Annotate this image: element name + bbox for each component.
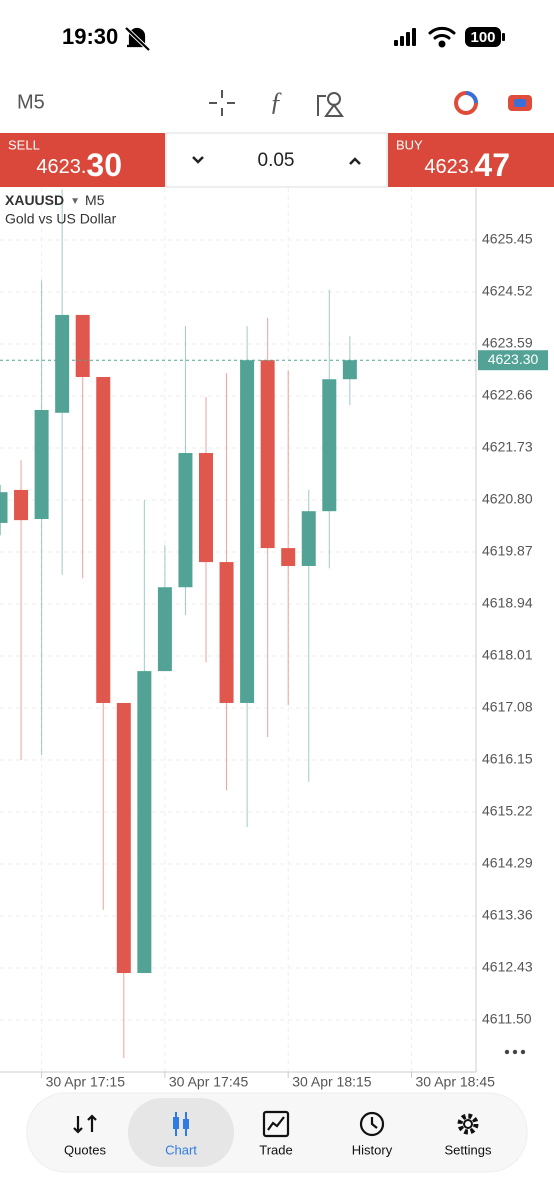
nav-bar [26,1092,528,1173]
objects-button[interactable] [317,92,344,117]
candles [0,189,357,1059]
x-tick-label: 30 Apr 18:15 [292,1074,372,1090]
buy-button[interactable] [388,133,554,187]
candle-body [240,360,255,703]
candle-body [178,453,193,588]
candle-body [157,587,172,672]
sell-label: SELL [8,137,40,152]
candle-body [342,360,357,380]
nav-label[interactable]: Settings [445,1142,492,1157]
y-tick-label: 4611.50 [482,1011,532,1027]
candle-body [0,492,8,523]
chart-timeframe: M5 [85,192,105,208]
candle-body [301,511,316,566]
chart-description: Gold vs US Dollar [5,211,117,227]
nav-icon[interactable] [73,1114,97,1134]
buy-label: BUY [396,137,423,152]
nav-items: Quotes Chart Trade History Settings [64,1098,492,1167]
symbol: XAUUSD [5,192,64,208]
candle-body [199,453,213,563]
volume-box [165,132,388,188]
volume-increase[interactable] [349,157,361,165]
x-tick-label: 30 Apr 18:45 [416,1074,496,1090]
y-tick-label: 4624.52 [482,283,533,299]
grid [0,188,476,1072]
y-tick-label: 4617.08 [482,699,533,715]
y-tick-label: 4621.73 [482,439,533,455]
nav-icon[interactable] [457,1113,479,1135]
chart-symbol: XAUUSD ▼ M5 [5,192,105,208]
more-button[interactable] [504,1049,526,1055]
candle-body [96,376,111,703]
battery-level: 100 [470,29,495,46]
nav-active-pill [128,1098,234,1167]
nav-label[interactable]: Trade [259,1142,292,1157]
nav-label[interactable]: Chart [165,1142,197,1157]
x-tick-label: 30 Apr 17:15 [46,1074,126,1090]
y-tick-label: 4619.87 [482,543,533,559]
y-tick-label: 4623.59 [482,335,533,351]
sell-price-main: 4623. [36,156,86,178]
app-icon[interactable] [454,91,478,115]
y-tick-label: 4612.43 [482,959,533,975]
indicators-button[interactable]: ƒ [270,87,283,116]
y-tick-label: 4613.36 [482,907,533,923]
candle-body [14,489,29,521]
volume[interactable]: 0.05 [258,150,295,171]
nav-label[interactable]: Quotes [64,1142,106,1157]
buy-price-main: 4623. [424,156,474,178]
candle-body [322,379,337,512]
status-time: 19:30 [62,24,118,49]
crosshair-button[interactable] [209,90,235,116]
sell-price-big: 30 [86,147,122,183]
y-tick-label: 4616.15 [482,751,533,767]
timeframe-button[interactable]: M5 [17,91,45,113]
buy-price: 4623.47 [424,147,510,183]
sell-price: 4623.30 [36,147,122,183]
y-tick-label: 4618.01 [482,647,533,663]
mute-icon [124,26,151,52]
candle-body [260,360,275,549]
buy-price-big: 47 [474,147,510,183]
nav-icon[interactable] [262,1110,290,1138]
signal-icon [394,28,416,46]
sell-button[interactable] [0,133,165,187]
battery [465,27,501,47]
volume-decrease[interactable] [192,156,204,164]
candle-body [34,409,49,520]
y-tick-label: 4615.22 [482,803,533,819]
candle-body [116,702,131,974]
candle-body [137,671,152,974]
nav-icon[interactable] [173,1112,189,1136]
candle-body [75,314,90,377]
wifi-icon [428,26,456,48]
candle-body [219,562,234,703]
y-tick-label: 4614.29 [482,855,533,871]
nav-icon[interactable] [359,1111,385,1137]
trade-icon[interactable] [508,95,532,111]
current-price-label: 4623.30 [488,351,539,367]
y-tick-label: 4618.94 [482,595,533,611]
current-price-tag [478,350,548,371]
candle-body [55,314,70,413]
nav-label[interactable]: History [352,1142,393,1157]
y-tick-label: 4625.45 [482,231,533,247]
x-tick-label: 30 Apr 17:45 [169,1074,249,1090]
y-tick-label: 4622.66 [482,387,533,403]
y-tick-label: 4620.80 [482,491,533,507]
battery-tip [502,33,505,41]
candle-body [281,548,296,566]
